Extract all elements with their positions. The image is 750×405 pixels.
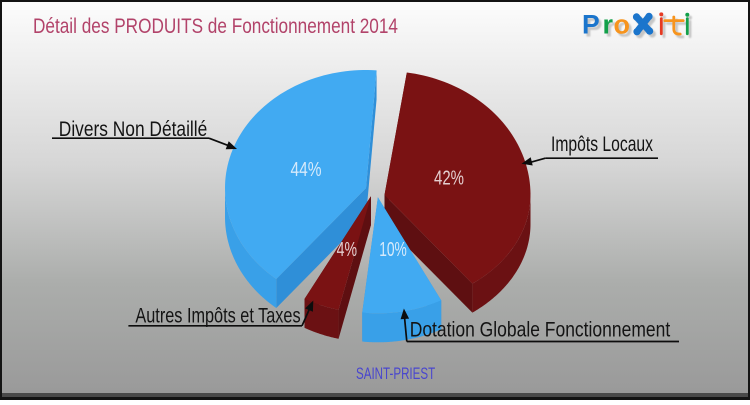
- svg-text:o: o: [614, 10, 631, 40]
- svg-text:Autres Impôts et Taxes: Autres Impôts et Taxes: [135, 304, 300, 327]
- svg-text:Impôts Locaux: Impôts Locaux: [551, 133, 653, 156]
- svg-text:Détail des PRODUITS de Fonctio: Détail des PRODUITS de Fonctionnement 20…: [33, 15, 398, 38]
- svg-text:10%: 10%: [379, 238, 407, 261]
- svg-text:4%: 4%: [337, 238, 357, 261]
- svg-text:r: r: [603, 10, 614, 40]
- svg-text:Dotation Globale Fonctionnemen: Dotation Globale Fonctionnement: [410, 318, 671, 341]
- svg-text:P: P: [582, 10, 600, 40]
- svg-text:SAINT-PRIEST: SAINT-PRIEST: [356, 365, 435, 383]
- svg-text:42%: 42%: [434, 166, 464, 189]
- svg-text:44%: 44%: [291, 158, 322, 181]
- svg-text:Divers Non Détaillé: Divers Non Détaillé: [59, 118, 208, 141]
- svg-text:P: P: [585, 12, 603, 42]
- svg-text:r: r: [605, 12, 616, 42]
- svg-text:o: o: [616, 12, 633, 42]
